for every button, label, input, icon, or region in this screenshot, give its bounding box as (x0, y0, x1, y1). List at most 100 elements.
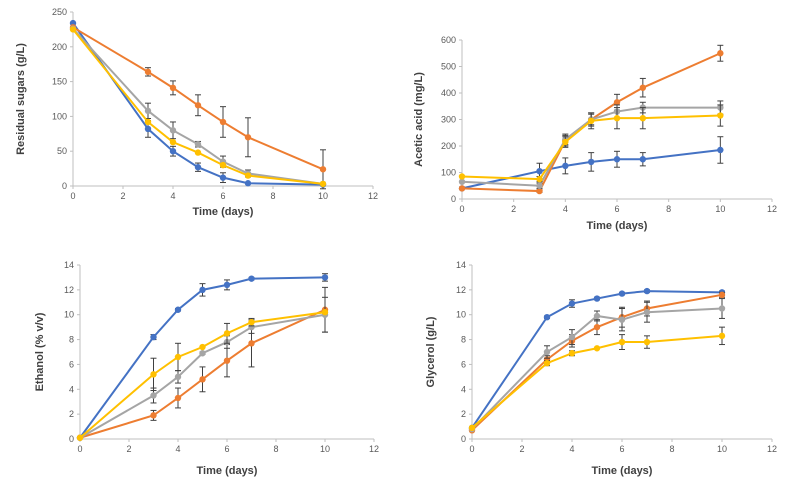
y-tick-label: 500 (441, 62, 456, 72)
y-tick-label: 0 (451, 194, 456, 204)
series-series_4 (458, 104, 724, 183)
data-point (144, 118, 152, 126)
data-point (718, 332, 726, 340)
y-tick-label: 2 (461, 409, 466, 419)
x-tick-label: 0 (70, 191, 75, 201)
y-tick-label: 0 (62, 181, 67, 191)
y-tick-label: 2 (69, 409, 74, 419)
data-point (458, 173, 466, 180)
series-series_4 (69, 26, 327, 188)
data-point (223, 281, 231, 289)
data-point (144, 68, 152, 76)
x-tick-label: 4 (569, 444, 574, 454)
data-point (593, 312, 601, 320)
y-tick-label: 10 (456, 310, 466, 320)
data-point (169, 148, 177, 155)
data-point (643, 338, 651, 346)
data-point (536, 182, 543, 189)
data-point (639, 156, 647, 163)
data-point (199, 376, 206, 383)
data-point (643, 287, 651, 295)
data-point (219, 174, 227, 181)
x-axis-title: Time (days) (197, 465, 258, 477)
x-tick-label: 6 (614, 204, 619, 214)
x-tick-label: 10 (717, 444, 727, 454)
y-tick-label: 600 (441, 35, 456, 45)
data-point (244, 172, 252, 179)
chart-panel-top-left: 0 50 100 150 200 250 0 2 4 6 8 10 12 Time (days) Resid… (15, 7, 378, 218)
y-tick-label: 0 (69, 434, 74, 444)
data-point (543, 314, 551, 321)
data-point (150, 371, 157, 378)
data-point (536, 167, 543, 175)
data-point (717, 50, 724, 57)
x-tick-label: 6 (619, 444, 624, 454)
x-tick-label: 12 (767, 444, 777, 454)
y-tick-label: 150 (52, 77, 67, 87)
data-point (536, 187, 543, 195)
series-series_1 (468, 287, 726, 432)
data-point (244, 180, 252, 187)
data-point (199, 350, 206, 357)
x-axis-title: Time (days) (193, 206, 254, 218)
x-tick-label: 10 (715, 204, 725, 214)
data-point (643, 309, 651, 316)
data-point (248, 275, 255, 282)
x-tick-label: 8 (270, 191, 275, 201)
data-point (319, 166, 327, 173)
data-point (321, 309, 329, 316)
data-point (613, 156, 621, 163)
data-point (593, 323, 601, 331)
data-point (194, 141, 202, 148)
y-tick-label: 6 (69, 359, 74, 369)
x-tick-label: 4 (563, 204, 568, 214)
x-tick-label: 12 (767, 204, 777, 214)
data-point (76, 434, 84, 441)
data-point (174, 373, 182, 381)
data-point (618, 338, 626, 346)
data-point (174, 306, 182, 313)
series-series_4 (468, 326, 726, 432)
data-point (639, 84, 647, 91)
x-axis-title: Time (days) (587, 220, 648, 232)
y-tick-label: 200 (52, 42, 67, 52)
series-series_3 (468, 298, 726, 433)
x-tick-label: 2 (519, 444, 524, 454)
chart-panel-top-right: 0 100 200 300 400 500 600 0 2 4 6 8 10 12 Time (days) A… (413, 35, 777, 232)
y-tick-label: 4 (69, 384, 74, 394)
y-tick-label: 12 (456, 285, 466, 295)
x-tick-label: 12 (369, 444, 379, 454)
data-point (150, 333, 157, 341)
data-point (562, 162, 569, 170)
data-point (543, 348, 551, 356)
data-point (144, 107, 152, 115)
y-tick-label: 10 (64, 310, 74, 320)
data-point (69, 26, 77, 33)
x-tick-label: 2 (126, 444, 131, 454)
x-tick-label: 12 (368, 191, 378, 201)
data-point (613, 99, 621, 106)
y-axis-title: Residual sugars (g/L) (15, 43, 27, 155)
data-point (219, 161, 227, 169)
data-point (194, 164, 202, 171)
data-point (568, 333, 576, 341)
data-point (219, 118, 227, 126)
chart-panel-bottom-right: 0 2 4 6 8 10 12 14 0 2 4 6 8 10 12 Time (days) Glycerol … (425, 260, 777, 477)
x-tick-label: 6 (224, 444, 229, 454)
data-point (718, 305, 726, 312)
data-point (174, 353, 182, 361)
series-line (79, 276, 326, 439)
data-point (717, 112, 724, 119)
x-tick-label: 2 (120, 191, 125, 201)
data-point (587, 117, 595, 125)
y-tick-label: 14 (456, 260, 466, 270)
x-tick-label: 8 (669, 444, 674, 454)
x-tick-label: 6 (220, 191, 225, 201)
data-point (199, 343, 206, 351)
data-point (169, 84, 177, 92)
data-point (223, 330, 231, 337)
y-tick-label: 12 (64, 285, 74, 295)
data-point (223, 357, 231, 364)
x-tick-label: 2 (511, 204, 516, 214)
data-point (248, 340, 255, 347)
